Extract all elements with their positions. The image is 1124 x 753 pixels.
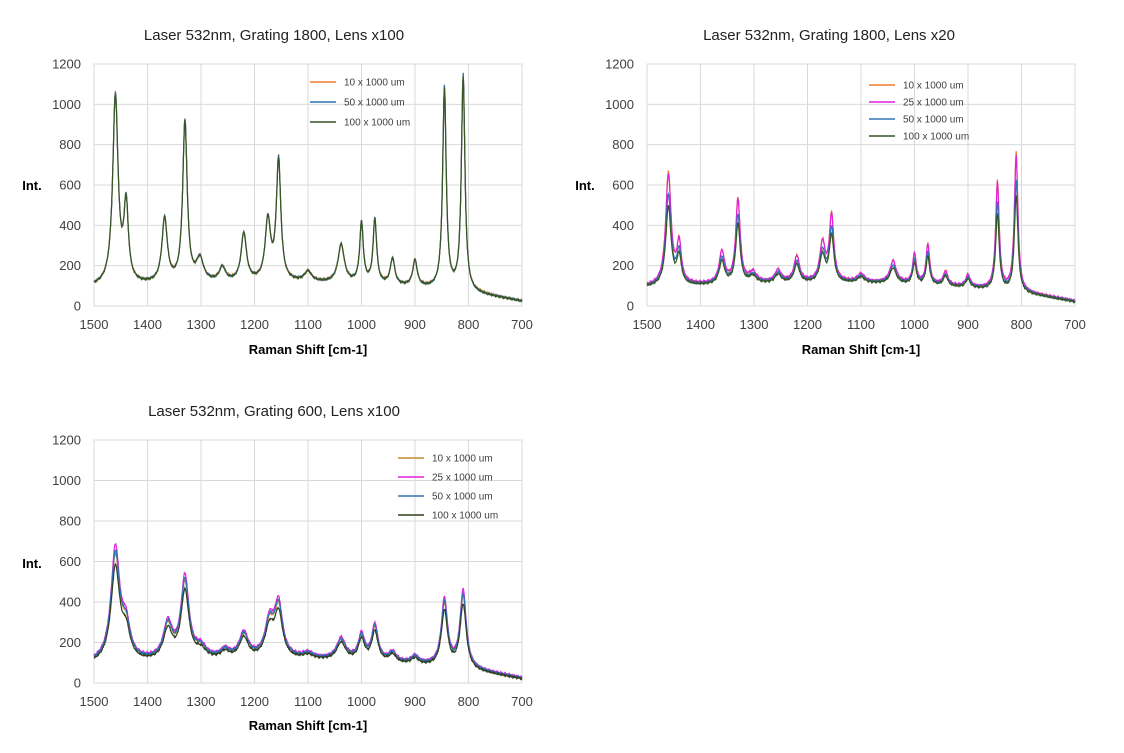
legend: 10 x 1000 um 50 x 1000 um 100 x 1000 um <box>310 78 410 129</box>
x-tick-label: 700 <box>511 694 533 709</box>
x-tick-label: 800 <box>458 694 480 709</box>
x-tick-label: 1400 <box>686 317 715 332</box>
grid <box>646 63 1076 307</box>
y-tick-label: 600 <box>59 554 81 569</box>
legend-label: 25 x 1000 um <box>432 473 493 484</box>
x-tick-label: 1100 <box>294 694 322 709</box>
x-tick-label: 1000 <box>347 317 376 332</box>
raman-chart-grating1800-lens20: Laser 532nm, Grating 1800, Lens x20 0 200… <box>575 27 1086 357</box>
y-tick-label: 1000 <box>52 97 81 112</box>
legend: 10 x 1000 um 25 x 1000 um 50 x 1000 um 100 … <box>869 81 969 143</box>
series-line-3 <box>93 549 523 679</box>
x-tick-label: 700 <box>511 317 533 332</box>
y-tick-label: 0 <box>74 299 81 314</box>
x-tick-label: 1500 <box>80 694 109 709</box>
legend-label: 10 x 1000 um <box>344 78 405 89</box>
y-tick-label: 800 <box>59 137 81 152</box>
series-line-3 <box>94 76 523 303</box>
series-lines <box>646 151 1076 304</box>
y-tick-label: 200 <box>59 258 81 273</box>
x-tick-label: 1200 <box>240 694 269 709</box>
y-tick-label: 200 <box>612 258 634 273</box>
y-tick-label: 400 <box>59 218 81 233</box>
series-line-2 <box>646 154 1076 303</box>
legend-label: 50 x 1000 um <box>432 492 493 503</box>
y-tick-label: 400 <box>612 218 634 233</box>
legend-label: 25 x 1000 um <box>903 98 964 109</box>
y-axis-label: Int. <box>575 178 595 193</box>
x-tick-label: 1300 <box>187 317 216 332</box>
y-tick-label: 600 <box>59 178 81 193</box>
legend-label: 50 x 1000 um <box>344 98 405 109</box>
y-tick-label: 1000 <box>52 473 81 488</box>
y-axis-label: Int. <box>22 178 42 193</box>
x-tick-label: 1100 <box>847 317 875 332</box>
x-tick-label: 1000 <box>347 694 376 709</box>
y-tick-label: 1200 <box>52 57 81 72</box>
x-tick-label: 1200 <box>793 317 822 332</box>
x-tick-label: 800 <box>458 317 480 332</box>
x-tick-labels: 1500 1400 1300 1200 1100 1000 900 800 700 <box>633 317 1086 332</box>
x-tick-labels: 1500 1400 1300 1200 1100 1000 900 800 700 <box>80 694 533 709</box>
x-tick-label: 1300 <box>187 694 216 709</box>
x-tick-label: 1100 <box>294 317 322 332</box>
x-tick-label: 1200 <box>240 317 269 332</box>
x-tick-label: 800 <box>1011 317 1033 332</box>
legend-label: 10 x 1000 um <box>432 454 493 465</box>
x-tick-label: 1000 <box>900 317 929 332</box>
y-tick-label: 800 <box>612 137 634 152</box>
y-tick-labels: 0 200 400 600 800 1000 1200 <box>605 57 634 314</box>
x-axis-label: Raman Shift [cm-1] <box>249 718 367 733</box>
y-tick-label: 600 <box>612 178 634 193</box>
legend-label: 10 x 1000 um <box>903 81 964 92</box>
x-tick-label: 900 <box>404 694 426 709</box>
x-tick-label: 1500 <box>633 317 662 332</box>
legend-label: 50 x 1000 um <box>903 115 964 126</box>
x-tick-label: 900 <box>404 317 426 332</box>
y-tick-label: 1200 <box>605 57 634 72</box>
grid <box>93 63 523 307</box>
y-tick-label: 200 <box>59 635 81 650</box>
series-line-4 <box>646 195 1076 304</box>
x-axis-label: Raman Shift [cm-1] <box>802 342 920 357</box>
x-tick-label: 1400 <box>133 317 162 332</box>
x-tick-label: 900 <box>957 317 979 332</box>
x-tick-label: 1300 <box>740 317 769 332</box>
raman-chart-grating1800-lens100: Laser 532nm, Grating 1800, Lens x100 0 20… <box>22 27 533 357</box>
chart-title: Laser 532nm, Grating 1800, Lens x100 <box>144 27 404 44</box>
y-tick-label: 1200 <box>52 433 81 448</box>
series-line-4 <box>93 562 523 681</box>
x-tick-label: 1500 <box>80 317 109 332</box>
y-tick-labels: 0 200 400 600 800 1000 1200 <box>52 433 81 691</box>
legend-label: 100 x 1000 um <box>903 132 969 143</box>
chart-title: Laser 532nm, Grating 600, Lens x100 <box>148 403 400 420</box>
y-axis-label: Int. <box>22 556 42 571</box>
x-tick-label: 700 <box>1064 317 1086 332</box>
x-tick-labels: 1500 1400 1300 1200 1100 1000 900 800 700 <box>80 317 533 332</box>
legend-label: 100 x 1000 um <box>344 118 410 129</box>
series-lines <box>93 543 523 681</box>
x-tick-label: 1400 <box>133 694 162 709</box>
y-tick-label: 1000 <box>605 97 634 112</box>
y-tick-label: 0 <box>74 676 81 691</box>
y-tick-labels: 0 200 400 600 800 1000 1200 <box>52 57 81 314</box>
chart-title: Laser 532nm, Grating 1800, Lens x20 <box>703 27 955 44</box>
y-tick-label: 800 <box>59 514 81 529</box>
y-tick-label: 400 <box>59 595 81 610</box>
y-tick-label: 0 <box>627 299 634 314</box>
series-lines <box>93 72 523 303</box>
x-axis-label: Raman Shift [cm-1] <box>249 342 367 357</box>
legend: 10 x 1000 um 25 x 1000 um 50 x 1000 um 100 … <box>398 454 498 522</box>
legend-label: 100 x 1000 um <box>432 511 498 522</box>
raman-chart-grating600-lens100: Laser 532nm, Grating 600, Lens x100 0 200… <box>22 403 533 733</box>
